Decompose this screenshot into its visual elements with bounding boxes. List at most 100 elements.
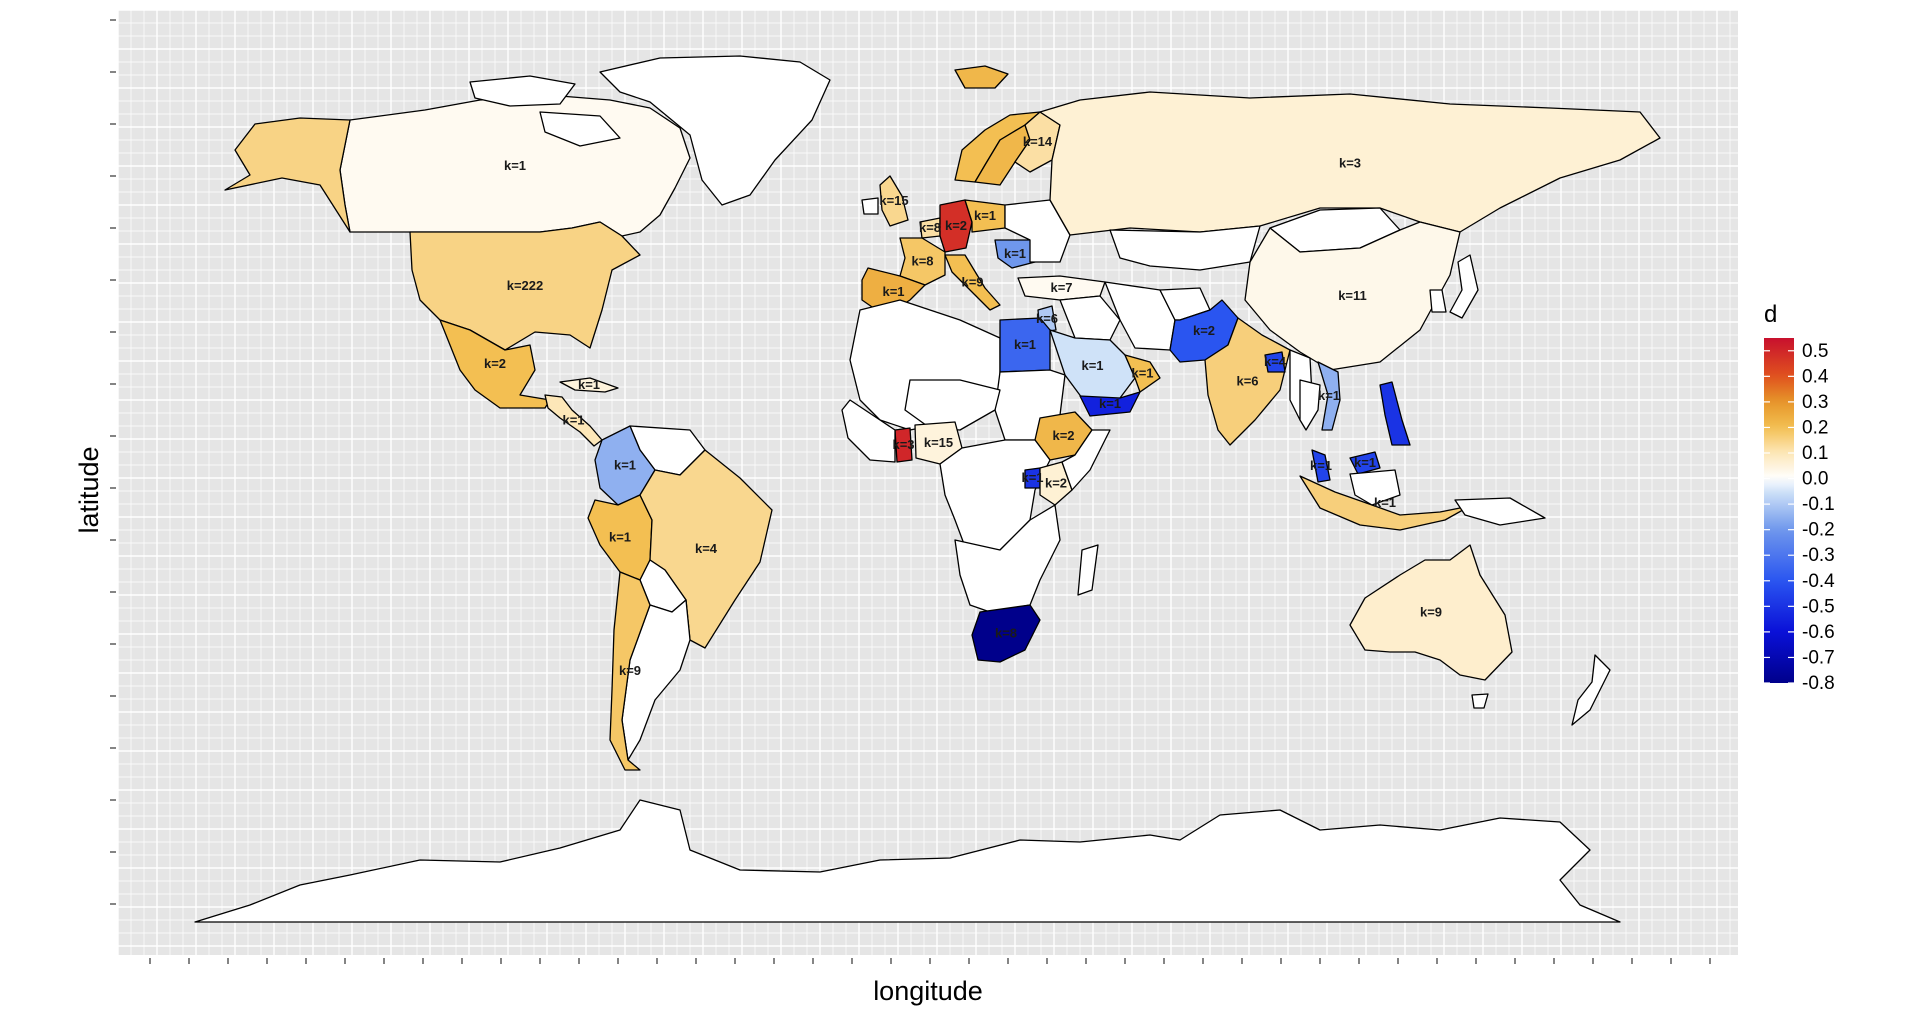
country-chile [609, 571, 651, 771]
country-brazil [639, 449, 773, 649]
region-label-china: k=11 [1338, 288, 1367, 303]
country-kazakhstan [1109, 225, 1261, 271]
country-bangladesh [1264, 351, 1286, 373]
legend-tick-label: 0.4 [1802, 366, 1829, 387]
legend-tick-label: -0.5 [1802, 596, 1835, 617]
island-arctic-2 [539, 111, 621, 147]
country-ghana [894, 427, 913, 463]
island-new-guinea [1454, 497, 1546, 526]
country-iceland [954, 65, 1009, 89]
region-label-canada: k=1 [504, 158, 526, 173]
region-label-ethiopia: k=2 [1052, 428, 1074, 443]
region-label-nigeria: k=15 [924, 435, 953, 450]
region-label-russia: k=3 [1339, 156, 1361, 171]
legend-title: d [1764, 301, 1777, 328]
continent-antarctica [194, 799, 1621, 923]
region-label-israel: k=6 [1036, 311, 1058, 326]
country-china [1244, 221, 1461, 371]
region-label-balkans: k=1 [1004, 246, 1026, 261]
x-axis-title: longitude [873, 976, 983, 1006]
region-label-italy: k=9 [961, 275, 983, 290]
legend-tick-label: -0.7 [1802, 647, 1835, 668]
country-madagascar [1077, 544, 1099, 596]
legend-tick-label: 0.3 [1802, 392, 1828, 413]
country-vietnam [1317, 361, 1341, 431]
legend-tick-label: 0.5 [1802, 341, 1828, 362]
country-philippines [1379, 381, 1411, 446]
country-ireland [861, 197, 879, 215]
country-central-america [544, 394, 603, 447]
region-label-peru: k=1 [609, 530, 631, 545]
region-label-spain: k=1 [882, 284, 904, 299]
country-poland [964, 199, 1006, 233]
region-label-germany: k=2 [945, 218, 967, 233]
country-south-africa [971, 604, 1041, 663]
region-label-kenya: k=2 [1045, 476, 1067, 491]
country-balkans [994, 239, 1036, 269]
country-france [899, 237, 946, 286]
region-label-chile: k=9 [619, 663, 641, 678]
legend-tick-label: -0.4 [1802, 571, 1835, 592]
y-axis-title: latitude [74, 446, 104, 533]
country-greenland [599, 55, 831, 206]
country-italy [944, 254, 1001, 311]
region-label-poland: k=1 [974, 208, 996, 223]
legend-colorbar [1764, 338, 1794, 683]
region-label-malaysia: k=1 [1310, 458, 1332, 473]
legend-tick-label: -0.1 [1802, 494, 1835, 515]
country-southern-africa [954, 504, 1061, 613]
country-sahel [904, 379, 1001, 431]
country-uk [879, 175, 909, 227]
country-oman [1124, 354, 1161, 393]
region-label-colombia: k=1 [614, 458, 636, 473]
region-label-brazil: k=4 [695, 541, 718, 556]
island-borneo [1349, 469, 1401, 506]
map-layer [194, 55, 1661, 923]
region-label-india: k=6 [1236, 374, 1258, 389]
region-label-australia: k=9 [1420, 605, 1442, 620]
country-kenya [1039, 461, 1073, 506]
region-label-caribbean: k=1 [578, 377, 600, 392]
country-west-africa [841, 399, 896, 463]
region-label-uganda: k=1 [1021, 470, 1043, 485]
region-label-yemen: k=1 [1099, 396, 1121, 411]
legend-tick-label: 0.0 [1802, 469, 1828, 490]
country-korea [1429, 289, 1447, 313]
legend-tick-label: 0.2 [1802, 417, 1828, 438]
legend-tick-label: -0.2 [1802, 520, 1835, 541]
country-iraq [1059, 295, 1121, 341]
country-malaysia [1311, 449, 1331, 483]
country-alaska [224, 117, 351, 233]
region-label-central-america: k=1 [562, 413, 584, 428]
country-usa [409, 221, 641, 351]
country-singapore [1349, 451, 1381, 475]
region-label-singapore: k=1 [1354, 455, 1376, 470]
region-label-indonesia: k=1 [1374, 495, 1396, 510]
region-label-turkey: k=7 [1050, 280, 1072, 295]
region-label-finland: k=14 [1023, 134, 1053, 149]
legend-tick-label: 0.1 [1802, 443, 1828, 464]
legend-tick-label: -0.8 [1802, 673, 1835, 694]
region-label-saudi-arabia: k=1 [1081, 358, 1103, 373]
country-russia [1039, 91, 1661, 236]
region-label-pakistan: k=2 [1193, 323, 1215, 338]
island-arctic-1 [469, 75, 576, 107]
country-central-africa [939, 439, 1051, 561]
region-label-oman: k=1 [1131, 366, 1153, 381]
region-label-usa: k=222 [507, 278, 544, 293]
country-cuba [559, 377, 619, 393]
country-thailand [1299, 379, 1321, 431]
country-new-zealand [1571, 654, 1611, 726]
region-label-vietnam: k=1 [1318, 388, 1340, 403]
country-australia [1349, 544, 1513, 681]
country-somalia [1061, 429, 1111, 491]
region-label-france: k=8 [911, 254, 933, 269]
country-japan [1449, 254, 1479, 319]
country-yemen [1079, 391, 1141, 417]
region-label-ghana: k=3 [892, 437, 914, 452]
region-label-bangladesh: k=4 [1264, 354, 1287, 369]
region-label-uk: k=15 [879, 193, 908, 208]
island-tasmania [1471, 693, 1489, 709]
axis-ticks [110, 19, 1711, 964]
legend-ticks: 0.5 0.4 0.3 0.2 0.1 0.0 -0.1 -0.2 -0.3 -0.4 -0.5 -0… [1764, 341, 1835, 694]
